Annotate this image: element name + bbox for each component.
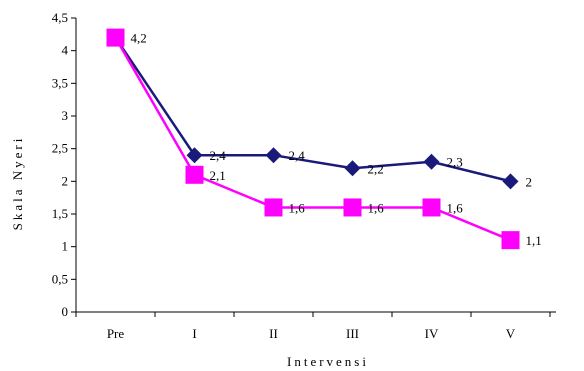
x-tick-label: V <box>506 326 516 341</box>
square-marker <box>501 231 520 250</box>
diamond-marker <box>502 173 519 190</box>
y-tick-label: 4 <box>62 43 69 58</box>
data-label: 1,6 <box>368 200 385 215</box>
data-labels: 2,4 2,4 2,2 2,3 2 4,2 2,1 1,6 1,6 1,6 1,1 <box>131 31 542 249</box>
square-marker <box>185 165 204 184</box>
x-tick-label: I <box>192 326 196 341</box>
data-label: 1,6 <box>447 200 464 215</box>
series-layer <box>106 28 520 250</box>
x-tick-label: III <box>346 326 359 341</box>
x-axis-title: Intervensi <box>287 354 369 369</box>
diamond-marker <box>265 147 282 164</box>
y-tick-label: 0,5 <box>52 271 68 286</box>
square-marker <box>422 198 441 217</box>
y-tick-label: 2 <box>62 173 69 188</box>
data-label: 2 <box>526 174 533 189</box>
y-tick-label: 1 <box>62 239 69 254</box>
series-line <box>114 36 511 242</box>
y-tick-label: 3,5 <box>52 75 68 90</box>
square-marker <box>264 198 283 217</box>
x-tick-label: II <box>269 326 278 341</box>
data-label: 2,4 <box>210 148 227 163</box>
series-line <box>114 36 511 183</box>
y-tick-label: 0 <box>62 304 69 319</box>
diamond-marker <box>186 147 203 164</box>
diamond-marker <box>423 153 440 170</box>
y-tick-label: 1,5 <box>52 206 68 221</box>
data-label: 2,2 <box>368 161 384 176</box>
x-tick-label: IV <box>425 326 439 341</box>
square-marker <box>343 198 362 217</box>
data-label: 4,2 <box>131 31 147 46</box>
y-tick-label: 4,5 <box>52 10 68 25</box>
square-marker <box>106 28 125 47</box>
y-tick-label: 2,5 <box>52 141 68 156</box>
data-label: 2,3 <box>447 155 463 170</box>
data-label: 2,4 <box>289 148 306 163</box>
data-label: 1,6 <box>289 200 306 215</box>
y-axis-title: Skala Nyeri <box>10 136 25 231</box>
data-label: 1,1 <box>526 233 542 248</box>
y-tick-labels: 0 0,5 1 1,5 2 2,5 3 3,5 4 4,5 <box>52 10 69 319</box>
series-2 <box>106 28 520 250</box>
x-tick-label: Pre <box>107 326 125 341</box>
y-tick-label: 3 <box>62 108 69 123</box>
x-tick-labels: Pre I II III IV V <box>107 326 516 341</box>
axes <box>71 17 556 317</box>
diamond-marker <box>344 160 361 177</box>
data-label: 2,1 <box>210 168 226 183</box>
